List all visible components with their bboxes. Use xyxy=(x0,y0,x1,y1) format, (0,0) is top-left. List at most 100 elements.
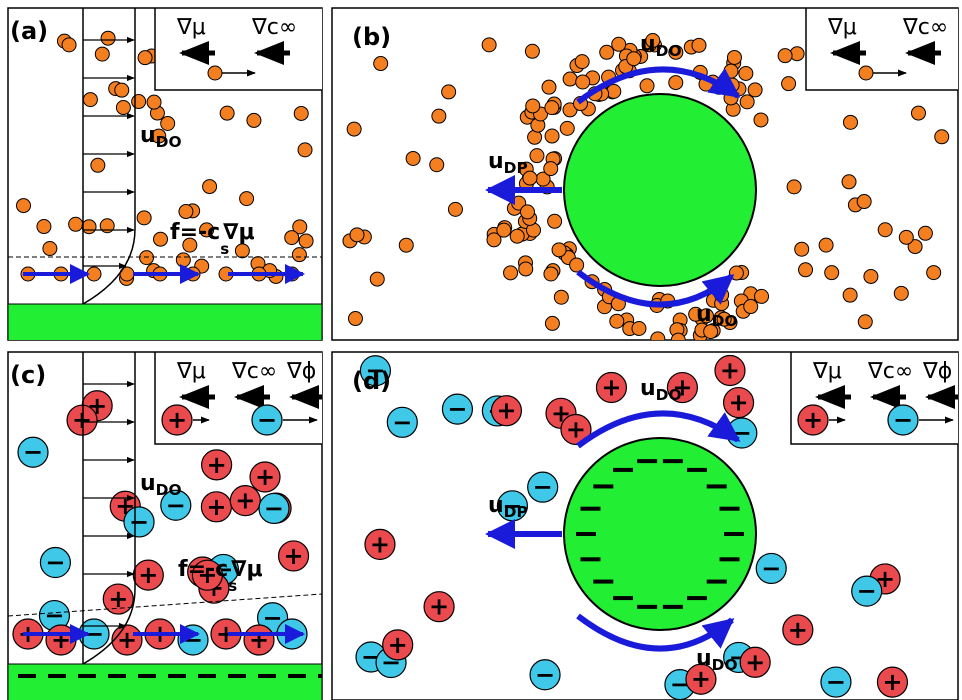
particle xyxy=(607,84,621,98)
surface-charge xyxy=(663,605,683,609)
particle xyxy=(16,199,30,213)
ion-sign: + xyxy=(108,585,128,613)
ion-sign: − xyxy=(893,406,913,434)
panel-label: (c) xyxy=(10,361,46,389)
particle xyxy=(299,234,313,248)
ion-sign: + xyxy=(207,451,227,479)
particle xyxy=(795,242,809,256)
particle xyxy=(864,269,878,283)
label-main: f=-c xyxy=(178,557,228,582)
ion-sign: + xyxy=(117,626,137,654)
label-main: u xyxy=(140,123,156,148)
legend-label: ∇c∞ xyxy=(902,15,948,40)
particle xyxy=(544,162,558,176)
legend-label: ∇ϕ xyxy=(922,359,952,384)
panel-label: (b) xyxy=(352,23,391,51)
ion-sign: − xyxy=(535,661,555,689)
label-sub: DP xyxy=(504,503,528,521)
particle xyxy=(116,101,130,115)
wall xyxy=(8,304,322,344)
particle xyxy=(612,37,626,51)
panel-label: (a) xyxy=(10,17,48,45)
particle xyxy=(755,289,769,303)
ion-sign: − xyxy=(761,554,781,582)
particle xyxy=(132,95,146,109)
surface-charge xyxy=(78,674,96,678)
label-main: u xyxy=(696,646,712,671)
surface-charge xyxy=(720,557,740,561)
particle xyxy=(208,66,222,80)
particle xyxy=(918,226,932,240)
particle xyxy=(843,288,857,302)
wall xyxy=(8,664,322,700)
particle xyxy=(374,57,388,71)
particle xyxy=(878,223,892,237)
particle xyxy=(235,244,249,258)
particle xyxy=(727,50,741,64)
ion-sign: + xyxy=(255,463,275,491)
particle xyxy=(576,75,590,89)
ion-sign: − xyxy=(826,668,846,696)
particle xyxy=(161,116,175,130)
surface-charge xyxy=(580,557,600,561)
particle xyxy=(285,231,299,245)
particle xyxy=(140,251,154,265)
particle xyxy=(894,286,908,300)
particle xyxy=(526,99,540,113)
particle xyxy=(348,312,362,326)
particle xyxy=(69,217,83,231)
particle xyxy=(842,175,856,189)
particle xyxy=(298,143,312,157)
legend-label: ∇μ xyxy=(827,15,857,40)
particle xyxy=(692,38,706,52)
particle xyxy=(179,205,193,219)
surface-charge xyxy=(720,507,740,511)
ion-sign: + xyxy=(138,561,158,589)
particle xyxy=(247,113,261,127)
ion-sign: − xyxy=(257,406,277,434)
particle xyxy=(627,52,641,66)
particle xyxy=(87,267,101,281)
particle xyxy=(482,38,496,52)
particle xyxy=(406,151,420,165)
label-main: u xyxy=(488,149,504,174)
particle xyxy=(83,93,97,107)
label-sub: DO xyxy=(712,656,738,674)
label-sub: DP xyxy=(504,159,528,177)
surface-charge xyxy=(707,484,727,488)
surface-charge xyxy=(593,484,613,488)
particle xyxy=(203,180,217,194)
particle xyxy=(544,267,558,281)
particle xyxy=(545,316,559,330)
ion-sign: + xyxy=(882,668,902,696)
surface-charge xyxy=(613,596,633,600)
ion-sign: − xyxy=(857,577,877,605)
particle xyxy=(530,149,544,163)
particle xyxy=(240,192,254,206)
ion-sign: − xyxy=(392,408,412,436)
ion-sign: + xyxy=(72,406,92,434)
ion-sign: − xyxy=(45,549,65,577)
particle xyxy=(347,122,361,136)
legend-label: ∇c∞ xyxy=(251,15,297,40)
particle xyxy=(545,129,559,143)
particle xyxy=(137,211,151,225)
particle xyxy=(43,242,57,256)
particle xyxy=(430,158,444,172)
surface-charge xyxy=(613,468,633,472)
particle xyxy=(819,238,833,252)
particle xyxy=(748,83,762,97)
particle xyxy=(292,248,306,262)
ion-sign: − xyxy=(447,395,467,423)
ion-sign: + xyxy=(496,397,516,425)
ion-sign: + xyxy=(745,648,765,676)
particle xyxy=(147,95,161,109)
particle xyxy=(542,80,556,94)
surface-charge xyxy=(687,596,707,600)
particle xyxy=(739,66,753,80)
particle xyxy=(432,109,446,123)
particle xyxy=(545,101,559,115)
particle xyxy=(935,130,949,144)
ion-sign: − xyxy=(264,494,284,522)
particle xyxy=(859,66,873,80)
